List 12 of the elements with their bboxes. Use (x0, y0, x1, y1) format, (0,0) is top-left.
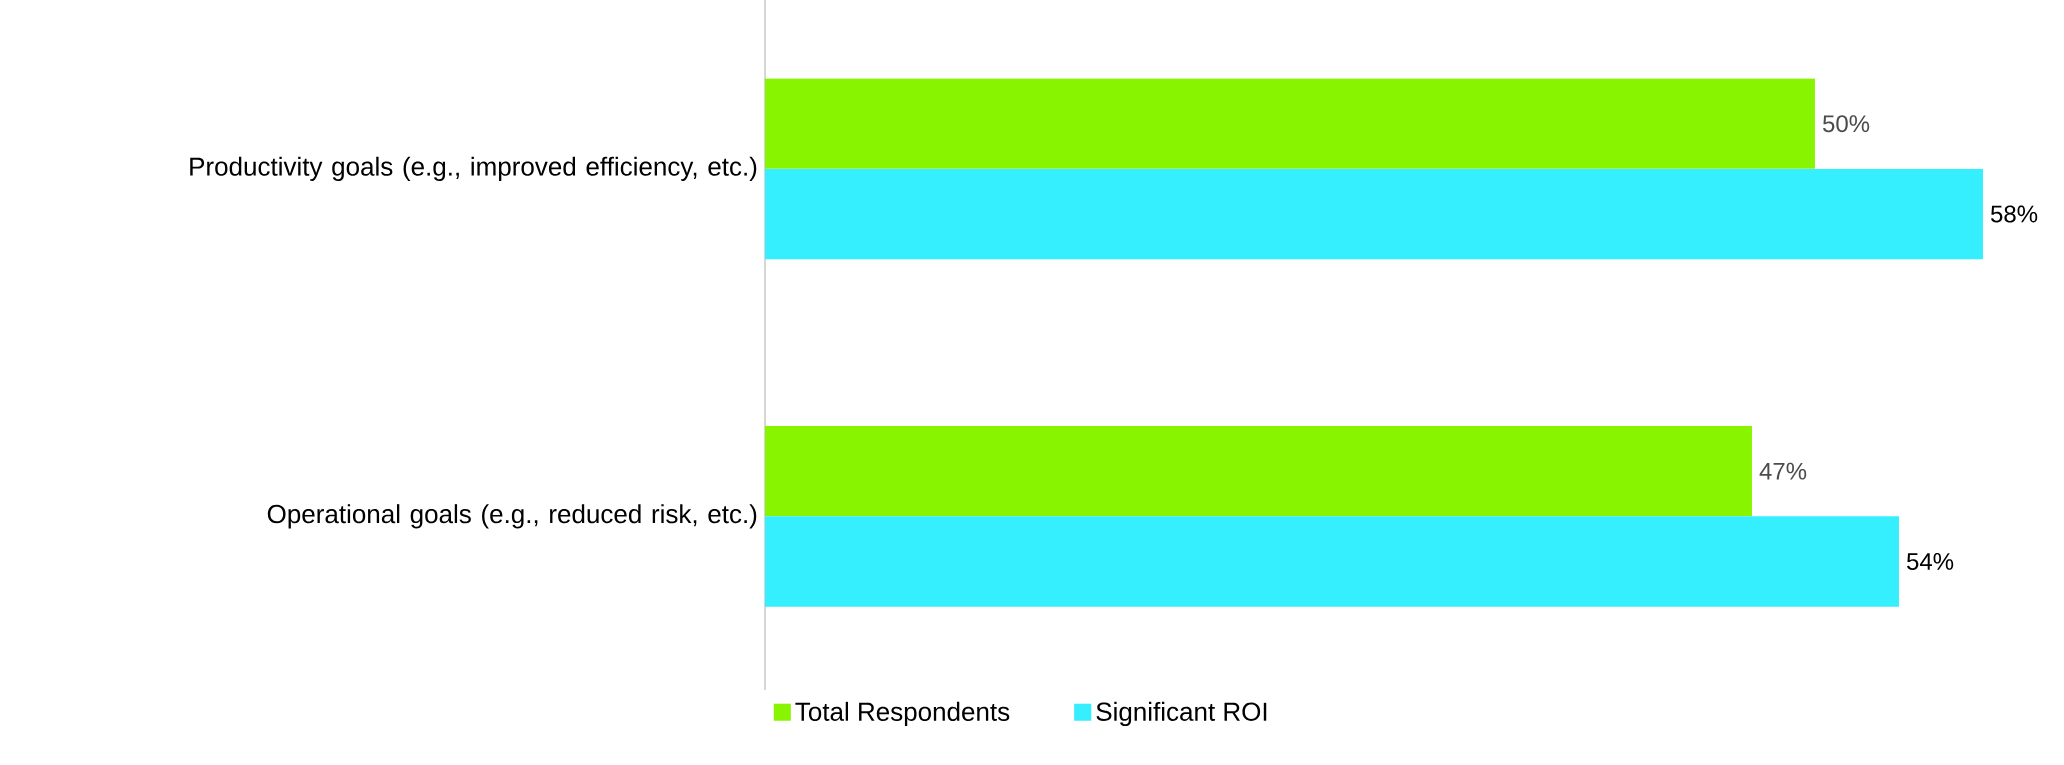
data-label: 58% (1990, 205, 2038, 223)
legend-label: Total Respondents (795, 701, 1010, 727)
y-tick-label: Operational goals (e.g., reduced risk, etc.) (267, 504, 757, 529)
y-tick-label: Productivity goals (e.g., improved efficiency, etc.) (190, 156, 757, 181)
data-label: 54% (1907, 553, 1954, 570)
data-label: 47% (1759, 462, 1807, 480)
bar (765, 168, 1983, 260)
bar (765, 78, 1815, 169)
bar (765, 425, 1752, 517)
legend-label: Significant ROI (1096, 701, 1267, 727)
data-label: 50% (1823, 115, 1870, 133)
bar (765, 516, 1899, 607)
